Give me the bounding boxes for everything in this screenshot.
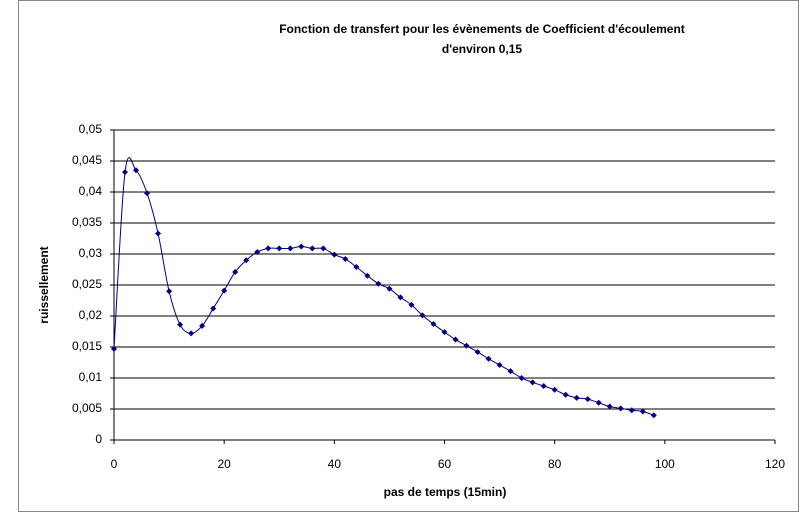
data-point	[298, 243, 305, 250]
y-tick-label: 0,05	[79, 122, 103, 136]
x-tick-label: 0	[111, 457, 118, 471]
data-point	[496, 361, 503, 368]
data-point	[452, 336, 459, 343]
data-point	[606, 403, 613, 410]
data-point	[375, 280, 382, 287]
data-point	[342, 255, 349, 262]
data-point	[639, 408, 646, 415]
data-point	[210, 305, 217, 312]
chart-title: Fonction de transfert pour les évènement…	[279, 22, 685, 36]
x-tick-label: 40	[328, 457, 342, 471]
data-point	[441, 329, 448, 336]
data-point	[364, 272, 371, 279]
y-tick-label: 0,035	[72, 215, 102, 229]
x-tick-label: 20	[217, 457, 231, 471]
y-tick-label: 0,045	[72, 153, 102, 167]
y-tick-label: 0,025	[72, 277, 102, 291]
data-point	[111, 345, 117, 352]
data-point	[166, 288, 173, 295]
y-tick-label: 0,04	[79, 184, 103, 198]
y-axis-label: ruissellement	[37, 246, 51, 323]
data-point	[232, 268, 239, 275]
y-tick-label: 0,005	[72, 401, 102, 415]
x-tick-label: 120	[765, 457, 785, 471]
data-point	[529, 379, 536, 386]
data-point	[408, 301, 415, 308]
data-point	[287, 245, 294, 252]
data-point	[628, 407, 635, 414]
x-tick-label: 60	[438, 457, 452, 471]
data-point	[507, 368, 514, 375]
data-point	[309, 245, 316, 252]
data-point	[276, 245, 283, 252]
data-point	[617, 405, 624, 412]
data-point	[254, 249, 261, 256]
data-point	[430, 321, 437, 328]
data-point	[650, 412, 657, 419]
x-axis-label: pas de temps (15min)	[384, 485, 507, 499]
y-tick-label: 0,03	[79, 246, 103, 260]
data-point	[397, 294, 404, 301]
data-point	[551, 386, 558, 393]
data-point	[386, 285, 393, 292]
y-tick-label: 0,015	[72, 339, 102, 353]
data-point	[320, 245, 327, 252]
data-point	[518, 375, 525, 381]
chart-border	[18, 0, 799, 512]
data-point	[573, 394, 580, 401]
data-point	[419, 312, 426, 319]
y-tick-label: 0,02	[79, 308, 103, 322]
data-point	[243, 257, 250, 264]
data-point	[584, 396, 591, 403]
y-tick-label: 0,01	[79, 370, 103, 384]
data-point	[485, 355, 492, 362]
data-point	[540, 383, 547, 390]
data-point	[463, 342, 470, 349]
data-point	[188, 330, 195, 337]
chart-title: d'environ 0,15	[442, 42, 523, 56]
y-tick-label: 0	[95, 432, 102, 446]
x-tick-label: 100	[655, 457, 675, 471]
data-point	[122, 169, 129, 176]
data-point	[331, 251, 338, 258]
x-tick-label: 80	[548, 457, 562, 471]
data-point	[265, 245, 272, 252]
data-point	[595, 399, 602, 406]
data-point	[133, 167, 140, 174]
data-point	[155, 230, 162, 237]
data-point	[221, 287, 228, 294]
data-point	[144, 190, 151, 197]
data-point	[177, 321, 184, 328]
data-point	[474, 348, 481, 355]
data-point	[353, 264, 360, 271]
data-point	[199, 322, 206, 329]
data-point	[562, 391, 569, 398]
